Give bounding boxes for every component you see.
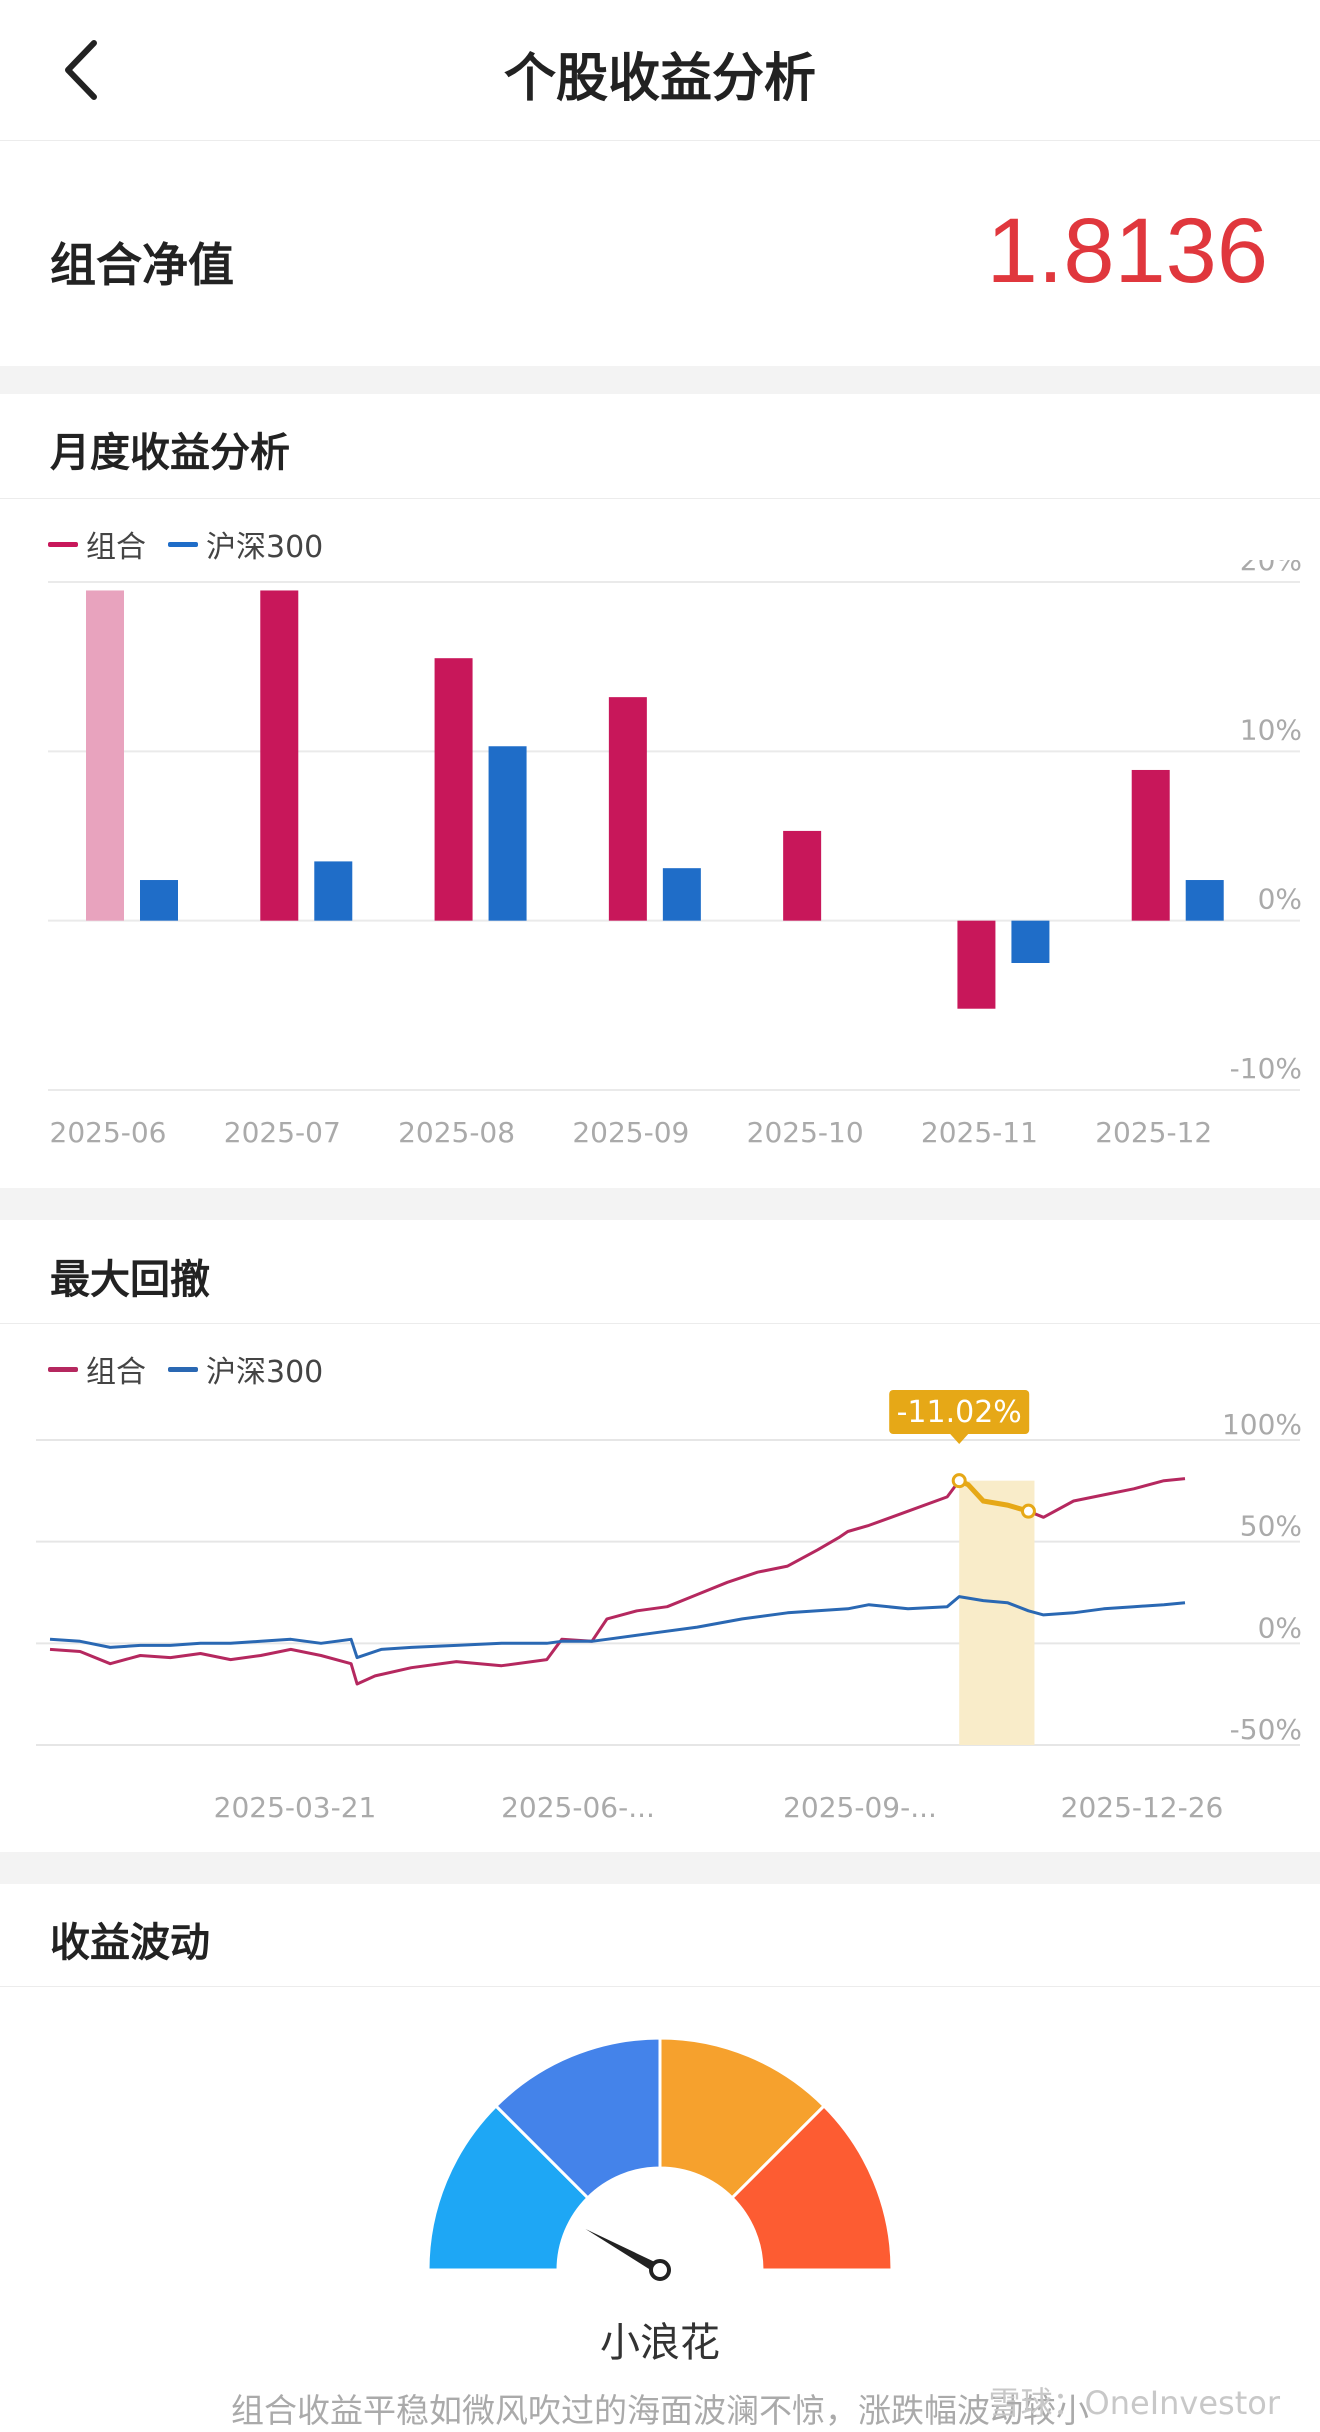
y-tick-label: 0% <box>1258 1611 1302 1644</box>
bar-hs300 <box>662 868 701 921</box>
page-title: 个股收益分析 <box>503 49 816 109</box>
gauge-segment <box>658 2036 827 2200</box>
gauge-needle-pivot <box>649 2259 671 2281</box>
bar-hs300 <box>314 861 353 921</box>
x-tick-label: 2025-03-21 <box>214 1791 377 1824</box>
legend-swatch <box>48 541 78 547</box>
volatility-description: 组合收益平稳如微风吹过的海面波澜不惊，涨跌幅波动较小 <box>231 2391 1089 2430</box>
volatility-level: 小浪花 <box>600 2320 720 2366</box>
drawdown-end-point <box>1020 1503 1036 1519</box>
divider <box>0 1323 1320 1324</box>
x-tick-label: 2025-11 <box>921 1116 1038 1149</box>
y-tick-label: 100% <box>1222 1408 1302 1441</box>
x-tick-label: 2025-06-... <box>501 1791 655 1824</box>
legend-portfolio: 组合 <box>48 522 146 566</box>
chevron-left-icon <box>65 40 97 100</box>
legend-label: 组合 <box>86 530 146 565</box>
drawdown-title: 最大回撤 <box>50 1257 210 1303</box>
volatility-gauge <box>426 2036 894 2281</box>
drawdown-line-chart: 100% 50% 0% -50% -11.02% 2025-03-21 2025-06-..… <box>36 1390 1302 1824</box>
section-gap <box>0 366 1320 394</box>
watermark: 雪球：OneInvestor <box>988 2384 1280 2422</box>
volatility-title: 收益波动 <box>50 1920 210 1966</box>
x-tick-label: 2025-09 <box>572 1116 689 1149</box>
gauge-segment <box>493 2036 662 2200</box>
app-header: 个股收益分析 <box>0 0 1320 141</box>
x-tick-label: 2025-06 <box>50 1116 167 1149</box>
bar-hs300 <box>140 880 178 921</box>
y-tick-label: 50% <box>1240 1510 1302 1543</box>
bar-portfolio <box>434 658 473 921</box>
bar-hs300 <box>1011 920 1050 963</box>
monthly-legend: 组合 沪深300 <box>48 522 345 566</box>
monthly-bar-chart: 20% 10% 0% -10% 2025-06 2025-07 2025-08 2025-09… <box>48 560 1302 1149</box>
x-tick-label: 2025-09-... <box>783 1791 937 1824</box>
gauge-needle <box>585 2229 663 2275</box>
bar-portfolio <box>86 590 124 921</box>
back-button[interactable] <box>50 35 120 105</box>
net-value: 1.8136 <box>986 200 1268 302</box>
legend-swatch <box>168 1366 198 1372</box>
series-hs300-line <box>49 1595 1186 1660</box>
divider <box>0 498 1320 499</box>
bar-portfolio <box>1131 769 1170 921</box>
legend-hs300: 沪深300 <box>168 522 323 566</box>
bar-portfolio <box>783 830 822 921</box>
section-gap <box>0 1852 1320 1884</box>
legend-label: 沪深300 <box>206 530 324 565</box>
x-tick-label: 2025-08 <box>398 1116 515 1149</box>
legend-swatch <box>168 541 198 547</box>
monthly-title: 月度收益分析 <box>50 430 290 476</box>
drawdown-start-point <box>951 1473 967 1489</box>
y-tick-label: -10% <box>1230 1052 1302 1085</box>
bar-portfolio <box>957 920 996 1009</box>
x-tick-label: 2025-07 <box>224 1116 341 1149</box>
legend-label: 沪深300 <box>206 1355 324 1390</box>
drawdown-badge-pointer <box>950 1434 969 1444</box>
gauge-segment <box>426 2103 590 2272</box>
x-tick-label: 2025-12-26 <box>1061 1791 1224 1824</box>
legend-portfolio: 组合 <box>48 1347 146 1391</box>
drawdown-badge <box>889 1390 1030 1434</box>
y-tick-label: -50% <box>1230 1713 1302 1746</box>
net-value-label: 组合净值 <box>50 238 234 292</box>
bar-hs300 <box>1185 880 1224 921</box>
bar-portfolio <box>260 590 299 921</box>
gauge-segment <box>730 2103 894 2272</box>
divider <box>0 1986 1320 1987</box>
x-tick-label: 2025-12 <box>1095 1116 1212 1149</box>
net-value-row: 组合净值 1.8136 <box>0 141 1320 366</box>
drawdown-badge-text: -11.02% <box>897 1395 1022 1430</box>
bar-portfolio <box>608 697 647 921</box>
drawdown-highlight <box>959 1480 1035 1745</box>
y-tick-label: 10% <box>1240 713 1302 746</box>
legend-hs300: 沪深300 <box>168 1347 323 1391</box>
x-tick-label: 2025-10 <box>747 1116 864 1149</box>
legend-label: 组合 <box>86 1355 146 1390</box>
drawdown-legend: 组合 沪深300 <box>48 1347 345 1391</box>
bar-hs300 <box>488 746 527 921</box>
y-tick-label: 20% <box>1240 560 1302 577</box>
legend-swatch <box>48 1366 78 1372</box>
section-gap <box>0 1188 1320 1220</box>
y-tick-label: 0% <box>1258 883 1302 916</box>
